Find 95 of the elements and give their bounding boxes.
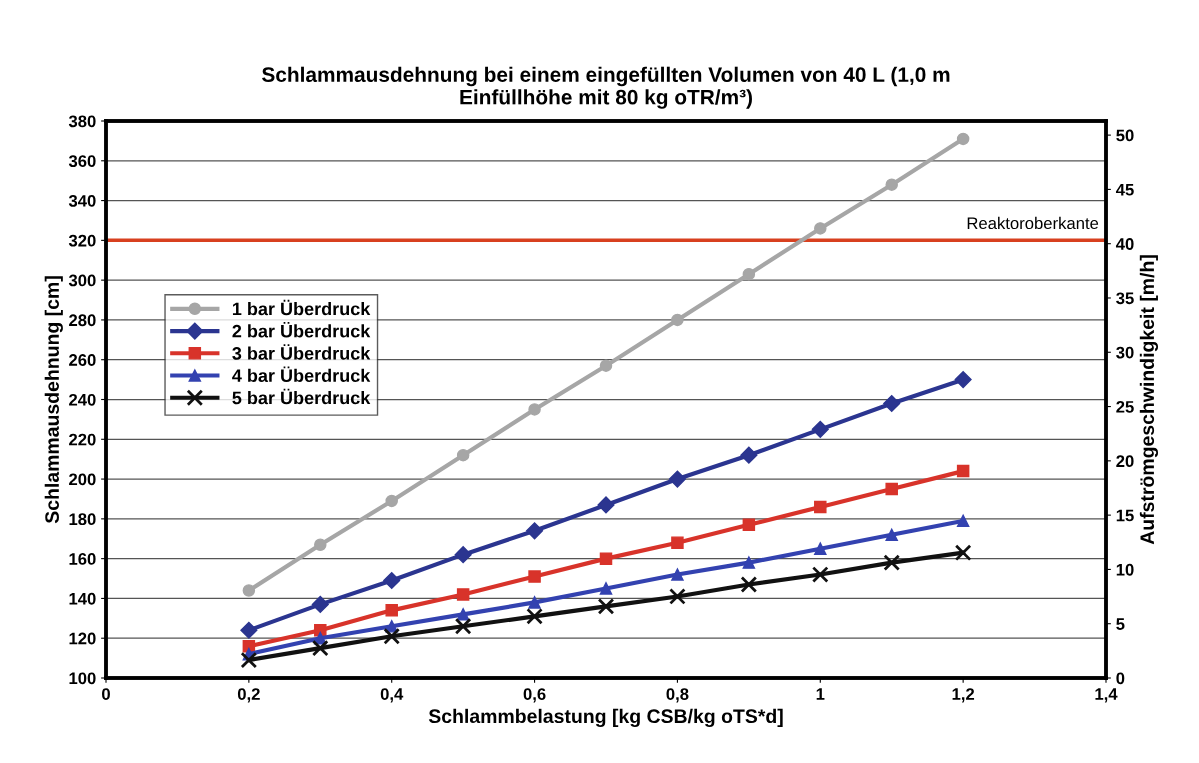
y2-tick-label: 25 (1116, 400, 1134, 413)
x-tick-label: 0,8 (666, 688, 689, 703)
point (311, 595, 329, 613)
point (242, 584, 256, 597)
point (740, 576, 758, 593)
point (528, 596, 541, 609)
y2-tick-label: 45 (1115, 183, 1134, 196)
point (314, 538, 327, 551)
point (671, 313, 684, 327)
point (599, 359, 613, 372)
y2-tick-label: 35 (1116, 292, 1134, 305)
y2-tick-label: 0 (1116, 672, 1125, 685)
point (597, 598, 615, 615)
point (885, 178, 898, 191)
x-tick-label: 0,6 (523, 688, 546, 703)
y2-tick-label: 15 (1116, 509, 1134, 522)
chart-title: Schlammausdehnung bei einem eingefüllten Volumen von 40 L (1,0 m Einfüllhöhe mit 80 kg oTR/m³) (262, 66, 950, 109)
y2-tick-label: 30 (1116, 346, 1134, 359)
point (385, 604, 398, 617)
y-tick-label: 360 (68, 155, 96, 168)
point (956, 464, 970, 478)
point (954, 371, 972, 389)
point (528, 403, 541, 416)
point (526, 608, 543, 625)
y-tick-label: 280 (69, 314, 96, 327)
point (883, 394, 901, 413)
y-tick-label: 180 (69, 513, 96, 526)
y2-tick-label: 5 (1116, 618, 1125, 630)
point (383, 571, 401, 590)
point (740, 446, 758, 464)
point (668, 470, 686, 488)
y-tick-label: 120 (69, 632, 96, 645)
point (311, 639, 329, 657)
point (456, 448, 470, 462)
point (526, 522, 544, 540)
point (528, 570, 541, 583)
point (885, 528, 898, 542)
legend-label: 1 bar Überdruck (232, 299, 371, 316)
point (385, 494, 398, 508)
point (885, 482, 898, 496)
point (814, 542, 827, 555)
y-tick-label: 300 (68, 274, 96, 287)
y-axis-title: Schlammausdehnung [cm] (44, 276, 63, 524)
y2-tick-label: 20 (1116, 455, 1134, 468)
y2-tick-label: 50 (1116, 129, 1134, 142)
y-tick-label: 160 (69, 553, 96, 565)
point (956, 132, 970, 146)
x-tick-label: 0 (102, 688, 110, 700)
y-tick-label: 220 (69, 433, 96, 446)
point (454, 546, 472, 564)
point (742, 267, 756, 281)
point (383, 627, 401, 645)
point (811, 566, 829, 583)
y-tick-label: 260 (69, 354, 96, 366)
x-tick-label: 0,2 (237, 688, 260, 703)
y-tick-label: 200 (69, 473, 96, 486)
ref-line-label: Reaktoroberkante (967, 216, 1099, 230)
point (314, 624, 327, 637)
x-tick-label: 1,4 (1095, 688, 1118, 703)
y-tick-label: 140 (69, 592, 96, 605)
point (742, 556, 756, 569)
x-tick-label: 1 (816, 688, 825, 700)
point (956, 514, 970, 528)
legend-label: 3 bar Überdruck (232, 344, 371, 360)
point (599, 552, 613, 565)
x-tick-label: 1,2 (952, 688, 975, 703)
y2-tick-label: 40 (1115, 238, 1134, 250)
point (811, 420, 829, 438)
point (456, 608, 470, 621)
y-tick-label: 320 (68, 234, 96, 247)
point (240, 621, 258, 639)
point (883, 554, 901, 571)
point (240, 651, 258, 669)
point (599, 582, 613, 595)
point (456, 588, 470, 601)
point (742, 518, 756, 532)
point (954, 544, 972, 562)
x-tick-label: 0,4 (380, 688, 404, 703)
y-tick-label: 380 (68, 115, 96, 128)
legend-label: 5 bar Überdruck (232, 388, 371, 405)
legend-label: 4 bar Überdruck (232, 366, 371, 383)
point (814, 222, 827, 235)
point (671, 536, 684, 549)
point (814, 500, 827, 514)
y-tick-label: 240 (69, 393, 96, 406)
y2-axis-title: Aufströmgeschwindigkeit [m/h] (1139, 255, 1159, 545)
y-tick-label: 100 (69, 672, 96, 685)
point (671, 568, 684, 581)
y2-tick-label: 10 (1116, 563, 1134, 576)
point (597, 496, 615, 514)
point (669, 588, 686, 605)
point (454, 617, 472, 635)
y-tick-label: 340 (68, 194, 96, 207)
legend-label: 2 bar Überdruck (232, 321, 371, 338)
x-axis-title: Schlammbelastung [kg CSB/kg oTS*d] (428, 708, 783, 728)
